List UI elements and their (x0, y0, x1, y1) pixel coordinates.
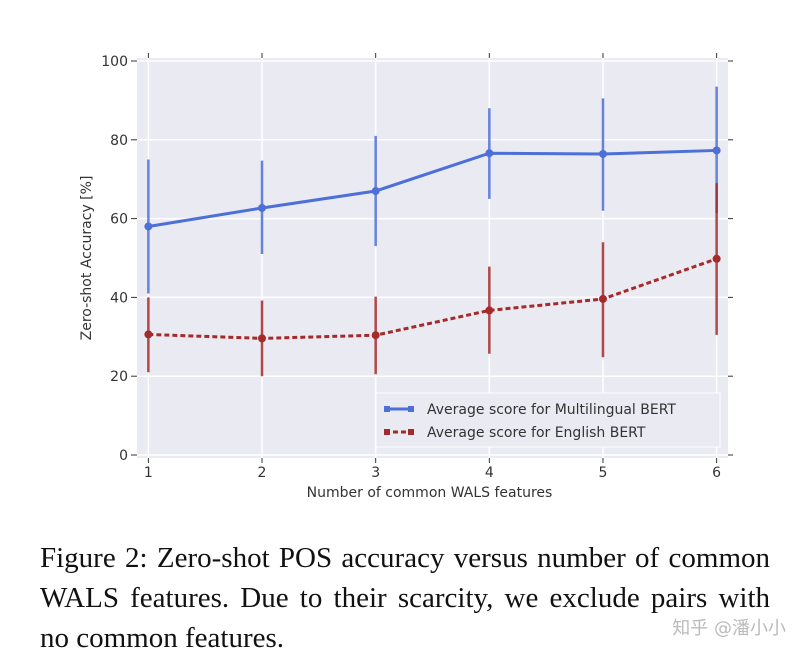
y-tick-label: 60 (110, 212, 128, 228)
legend-marker (384, 429, 390, 435)
data-point (598, 149, 607, 158)
legend-marker (408, 429, 414, 435)
x-tick-label: 6 (712, 465, 721, 481)
data-point (371, 187, 380, 196)
x-tick-label: 4 (485, 465, 494, 481)
x-tick-label: 5 (599, 465, 608, 481)
data-point (258, 203, 267, 212)
y-tick-label: 0 (119, 448, 128, 464)
chart: 0 20 40 60 80 100 1 2 3 4 5 6 Number of common WALS … (79, 53, 733, 501)
data-point (144, 330, 153, 339)
legend-marker (408, 406, 414, 412)
data-point (712, 254, 721, 263)
y-tick-label: 100 (101, 54, 128, 70)
series-line (148, 148, 717, 228)
figure-caption: Figure 2: Zero-shot POS accuracy versus … (40, 542, 770, 654)
data-point (485, 149, 494, 158)
y-tick-label: 40 (110, 290, 128, 306)
data-point (712, 146, 721, 155)
data-point (258, 334, 267, 343)
data-point (371, 331, 380, 340)
legend (375, 392, 721, 448)
y-tick-label: 80 (110, 133, 128, 149)
legend-label: Average score for Multilingual BERT (427, 402, 676, 418)
x-tick-label: 2 (258, 465, 267, 481)
data-point (598, 294, 607, 303)
legend-label: Average score for English BERT (427, 425, 646, 441)
x-axis-label: Number of common WALS features (307, 485, 553, 501)
data-point (144, 222, 153, 231)
data-point (485, 306, 494, 315)
legend-marker (384, 406, 390, 412)
y-axis-label: Zero-shot Accuracy [%] (79, 176, 95, 341)
y-tick-label: 20 (110, 369, 128, 385)
x-tick-label: 1 (144, 465, 153, 481)
plot-area (137, 58, 728, 458)
watermark: 知乎 @潘小小 (672, 618, 786, 639)
x-tick-label: 3 (371, 465, 380, 481)
